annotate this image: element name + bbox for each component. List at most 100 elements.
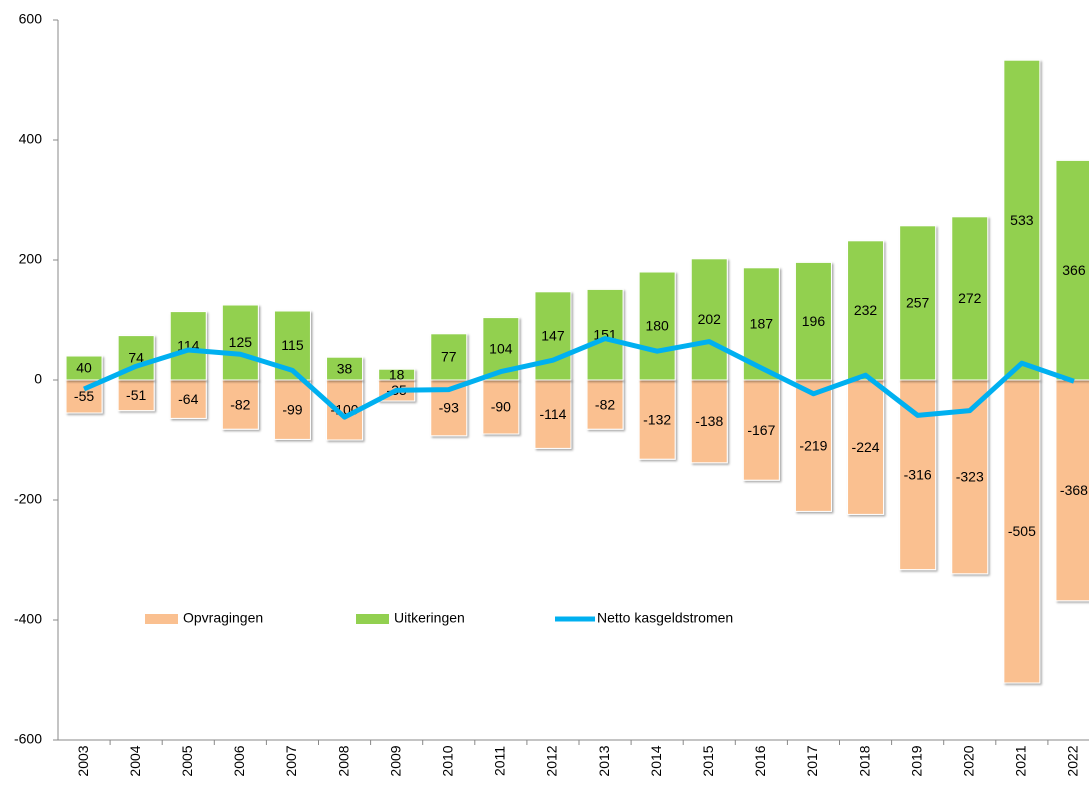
bar bbox=[690, 258, 728, 381]
bar bbox=[638, 379, 676, 460]
bar bbox=[794, 261, 832, 381]
data-label: -93 bbox=[439, 400, 459, 416]
data-label: 232 bbox=[854, 302, 878, 318]
y-tick-label: -400 bbox=[14, 611, 42, 627]
data-label: 18 bbox=[389, 366, 405, 382]
x-tick-label: 2006 bbox=[231, 745, 247, 776]
bar bbox=[742, 267, 780, 381]
bar bbox=[221, 304, 259, 381]
bar bbox=[742, 379, 780, 481]
x-tick-label: 2017 bbox=[804, 745, 820, 776]
legend-label: Opvragingen bbox=[183, 610, 263, 626]
data-label: 180 bbox=[645, 318, 669, 334]
x-tick-label: 2021 bbox=[1013, 745, 1029, 776]
bar bbox=[794, 379, 832, 512]
data-label: -114 bbox=[539, 406, 566, 422]
y-tick-label: 0 bbox=[34, 371, 42, 387]
x-tick-label: 2014 bbox=[648, 745, 664, 776]
bar bbox=[899, 379, 937, 571]
bar bbox=[430, 333, 468, 381]
x-tick-label: 2011 bbox=[492, 746, 508, 776]
data-label: 196 bbox=[802, 313, 826, 329]
data-label: 125 bbox=[229, 334, 253, 350]
bar bbox=[690, 379, 728, 464]
data-label: -99 bbox=[282, 401, 302, 417]
y-tick-label: -600 bbox=[14, 731, 42, 747]
x-tick-label: 2020 bbox=[960, 745, 976, 776]
data-label: -316 bbox=[904, 467, 932, 483]
data-label: 272 bbox=[958, 290, 982, 306]
y-tick-label: 600 bbox=[19, 11, 43, 27]
bar bbox=[65, 355, 103, 381]
data-label: 202 bbox=[698, 311, 722, 327]
data-label: -368 bbox=[1060, 482, 1088, 498]
legend-key bbox=[356, 614, 389, 624]
bar bbox=[378, 368, 416, 381]
x-tick-label: 2010 bbox=[439, 745, 455, 776]
bar bbox=[899, 225, 937, 381]
line bbox=[83, 336, 1075, 420]
data-label: 187 bbox=[750, 316, 774, 332]
data-label: 257 bbox=[906, 295, 930, 311]
data-label: -90 bbox=[491, 399, 511, 415]
x-tick-label: 2019 bbox=[908, 745, 924, 776]
bar bbox=[169, 311, 207, 381]
legend-label: Netto kasgeldstromen bbox=[597, 610, 733, 626]
y-tick-label: 400 bbox=[19, 131, 43, 147]
bar bbox=[847, 240, 885, 381]
bar bbox=[482, 379, 520, 435]
data-label: 366 bbox=[1062, 262, 1086, 278]
data-label: -224 bbox=[852, 439, 880, 455]
bar bbox=[1055, 379, 1089, 602]
bar bbox=[1003, 59, 1041, 381]
bar bbox=[117, 379, 155, 412]
bar bbox=[951, 216, 989, 381]
x-tick-label: 2004 bbox=[127, 745, 143, 776]
bar bbox=[482, 317, 520, 381]
data-label: -505 bbox=[1008, 523, 1036, 539]
bar bbox=[586, 379, 624, 430]
x-tick-label: 2009 bbox=[387, 745, 403, 776]
data-label: -167 bbox=[747, 422, 775, 438]
data-label: 38 bbox=[337, 360, 353, 376]
x-tick-label: 2003 bbox=[75, 745, 91, 776]
bar bbox=[847, 379, 885, 515]
bar bbox=[169, 379, 207, 419]
data-label: 40 bbox=[76, 360, 92, 376]
data-label: -323 bbox=[956, 469, 984, 485]
data-label: 77 bbox=[441, 349, 457, 365]
data-label: -138 bbox=[695, 413, 723, 429]
x-tick-label: 2018 bbox=[856, 745, 872, 776]
y-tick-label: -200 bbox=[14, 491, 42, 507]
data-label: -82 bbox=[230, 396, 250, 412]
data-label: 533 bbox=[1010, 212, 1034, 228]
x-tick-label: 2005 bbox=[179, 745, 195, 776]
bar bbox=[1003, 379, 1041, 684]
x-tick-label: 2008 bbox=[335, 745, 351, 776]
data-label: 147 bbox=[541, 328, 565, 344]
data-label: 104 bbox=[489, 341, 513, 357]
legend-key bbox=[145, 614, 178, 624]
y-tick-label: 200 bbox=[19, 251, 43, 267]
bar bbox=[326, 356, 364, 381]
x-tick-label: 2015 bbox=[700, 745, 716, 776]
x-tick-label: 2022 bbox=[1065, 745, 1081, 776]
x-tick-label: 2016 bbox=[752, 745, 768, 776]
data-label: 74 bbox=[128, 350, 144, 366]
bar bbox=[534, 379, 572, 449]
bar bbox=[586, 288, 624, 381]
bar bbox=[638, 271, 676, 381]
data-label: -219 bbox=[799, 437, 827, 453]
data-label: -132 bbox=[643, 411, 671, 427]
data-label: -55 bbox=[74, 388, 94, 404]
data-label: -82 bbox=[595, 396, 615, 412]
data-label: 115 bbox=[281, 337, 304, 353]
data-label: -51 bbox=[126, 387, 146, 403]
x-tick-label: 2012 bbox=[544, 745, 560, 776]
bar bbox=[273, 379, 311, 440]
x-tick-label: 2013 bbox=[596, 745, 612, 776]
legend-label: Uitkeringen bbox=[394, 610, 465, 626]
data-label: -64 bbox=[178, 391, 198, 407]
